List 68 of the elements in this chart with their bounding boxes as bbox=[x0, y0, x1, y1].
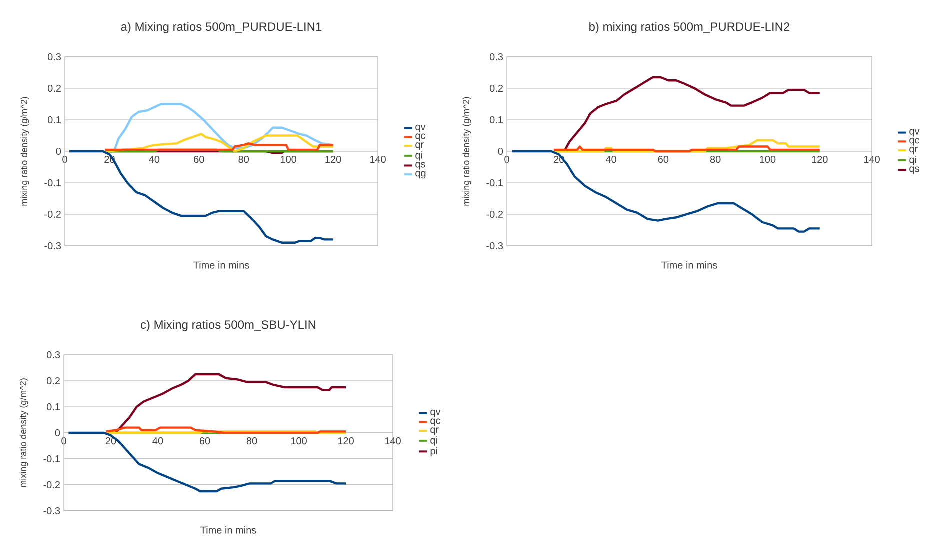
y-tick-label: 0.2 bbox=[48, 84, 61, 92]
x-tick-label: 100 bbox=[760, 156, 776, 164]
chart-title: b) mixing ratios 500m_PURDUE-LIN2 bbox=[590, 22, 790, 34]
legend-label: qs bbox=[910, 166, 920, 174]
y-tick-label: 0 bbox=[55, 429, 60, 437]
x-tick-label: 140 bbox=[864, 156, 880, 164]
x-tick-label: 80 bbox=[710, 156, 721, 164]
y-tick-label: 0.2 bbox=[490, 84, 503, 92]
legend-label: qv bbox=[416, 124, 426, 132]
legend-label: qv bbox=[910, 129, 920, 137]
x-tick-label: 100 bbox=[281, 156, 297, 164]
y-tick-label: -0.1 bbox=[44, 179, 61, 187]
x-tick-label: 60 bbox=[200, 438, 210, 445]
x-tick-label: 40 bbox=[152, 438, 164, 445]
legend-label: qc bbox=[910, 138, 920, 146]
legend-label: qr bbox=[910, 147, 918, 155]
y-axis-title: mixing ratio density (g/m^2) bbox=[462, 97, 472, 206]
x-tick-label: 40 bbox=[606, 156, 616, 164]
y-tick-label: 0.1 bbox=[46, 403, 60, 411]
x-tick-label: 0 bbox=[504, 156, 510, 164]
y-tick-label: -0.2 bbox=[486, 210, 503, 218]
y-tick-label: -0.1 bbox=[44, 455, 60, 463]
legend-label: qi bbox=[430, 436, 438, 446]
y-tick-label: 0 bbox=[56, 148, 62, 156]
x-tick-label: 120 bbox=[812, 156, 828, 164]
y-axis-title: mixing ratio density (g/m^2) bbox=[20, 378, 28, 488]
x-tick-label: 140 bbox=[370, 156, 386, 164]
legend-label: qc bbox=[430, 418, 440, 426]
y-axis-title: mixing ratio density (g/m^2) bbox=[20, 97, 30, 206]
legend-label: qi bbox=[416, 152, 422, 161]
x-axis-title: Time in mins bbox=[662, 262, 718, 269]
x-tick-label: 80 bbox=[246, 438, 258, 445]
y-tick-label: 0.3 bbox=[48, 53, 62, 61]
x-tick-label: 0 bbox=[62, 156, 68, 164]
y-tick-label: -0.1 bbox=[486, 179, 503, 187]
legend-label: qi bbox=[910, 156, 916, 166]
chart-title: a) Mixing ratios 500m_PURDUE-LIN1 bbox=[121, 22, 322, 34]
y-tick-label: 0 bbox=[498, 148, 504, 156]
x-axis-title: Time in mins bbox=[194, 262, 250, 269]
x-tick-label: 140 bbox=[385, 438, 401, 445]
x-tick-label: 120 bbox=[338, 438, 354, 445]
legend-label: qr bbox=[430, 428, 439, 436]
y-tick-label: -0.3 bbox=[44, 242, 62, 250]
y-tick-label: -0.2 bbox=[44, 210, 61, 218]
y-tick-label: 0.2 bbox=[46, 377, 60, 385]
chart-title: c) Mixing ratios 500m_SBU-YLIN bbox=[140, 320, 316, 332]
y-tick-label: -0.3 bbox=[44, 507, 60, 515]
x-tick-label: 100 bbox=[291, 438, 307, 445]
legend-label: qc bbox=[416, 134, 426, 142]
x-tick-label: 60 bbox=[658, 156, 669, 164]
y-tick-label: 0.1 bbox=[48, 116, 61, 124]
y-tick-label: -0.3 bbox=[486, 242, 504, 250]
y-tick-label: -0.2 bbox=[44, 481, 60, 489]
x-tick-label: 40 bbox=[149, 156, 160, 164]
legend-label: qr bbox=[416, 142, 424, 150]
legend-label: qv bbox=[430, 410, 441, 418]
x-tick-label: 80 bbox=[238, 156, 250, 164]
y-tick-label: 0.3 bbox=[46, 351, 60, 359]
x-tick-label: 60 bbox=[194, 156, 204, 164]
legend-label: qs bbox=[416, 162, 426, 170]
x-axis-title: Time in mins bbox=[200, 526, 256, 534]
y-tick-label: 0.1 bbox=[490, 116, 503, 124]
y-tick-label: 0.3 bbox=[490, 53, 504, 61]
legend-label: pi bbox=[430, 447, 438, 457]
legend-label: qg bbox=[416, 171, 426, 179]
line-series bbox=[104, 142, 334, 152]
x-tick-label: 0 bbox=[62, 438, 66, 445]
x-tick-label: 120 bbox=[326, 156, 342, 164]
